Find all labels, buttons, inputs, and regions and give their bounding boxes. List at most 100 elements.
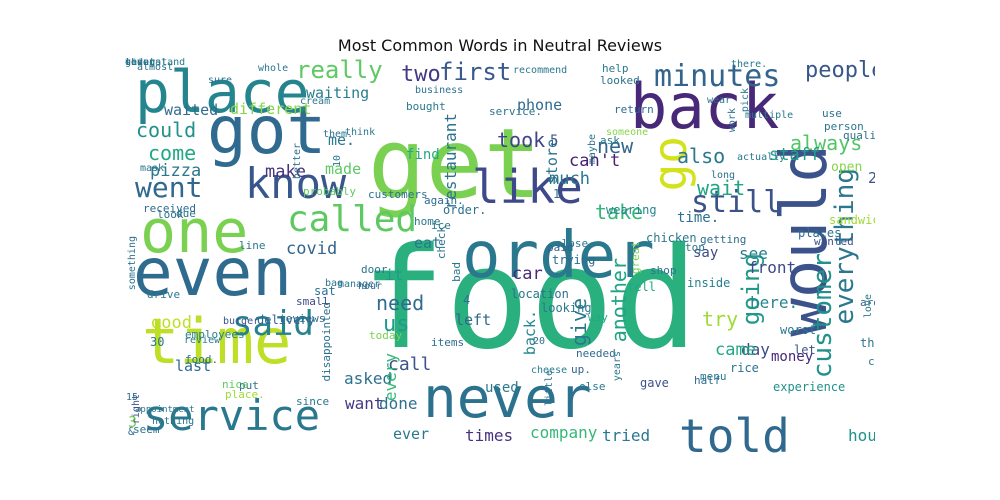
cloud-word: look — [157, 208, 184, 221]
cloud-word: coming — [868, 355, 875, 368]
cloud-word: us — [383, 312, 410, 337]
cloud-word: worst — [780, 323, 817, 337]
cloud-word: given — [125, 58, 156, 68]
cloud-word: almost — [137, 62, 174, 73]
cloud-word: rice — [730, 361, 759, 375]
cloud-word: eat — [414, 234, 442, 252]
cloud-word: bag — [325, 278, 344, 289]
cloud-word: long — [711, 170, 736, 181]
cloud-word: sandwich — [829, 213, 875, 227]
cloud-word: food — [361, 218, 699, 381]
cloud-word: maybe — [587, 134, 598, 165]
cloud-word: called — [287, 199, 418, 240]
cloud-word: menu — [700, 370, 727, 383]
cloud-word: went — [135, 171, 203, 204]
cloud-word: day — [741, 340, 770, 359]
cloud-word: return — [614, 103, 654, 116]
cloud-word: never — [423, 366, 592, 431]
cloud-word: seem — [133, 423, 160, 436]
cloud-word: great — [629, 241, 642, 275]
cloud-word: it — [385, 266, 404, 284]
cloud-word: phone — [517, 96, 563, 114]
cloud-word: delivery — [257, 313, 315, 327]
cloud-word: wait — [697, 176, 746, 200]
cloud-word: waiting — [306, 84, 370, 102]
cloud-word: could — [136, 118, 197, 142]
cloud-word: sure — [208, 75, 233, 86]
cloud-word: want — [345, 394, 384, 413]
cloud-word: order. — [443, 203, 487, 217]
cloud-word: make — [265, 162, 306, 182]
cloud-word: experience — [773, 380, 846, 394]
cloud-word: left — [455, 311, 492, 329]
cloud-word: people — [805, 58, 875, 83]
cloud-word: someone — [606, 127, 649, 138]
cloud-word: asked — [344, 369, 393, 388]
cloud-word: came — [715, 340, 756, 360]
cloud-word: years — [612, 351, 623, 382]
chart-title: Most Common Words in Neutral Reviews — [337, 36, 663, 55]
cloud-word: time — [142, 305, 292, 378]
cloud-word: way — [588, 311, 608, 324]
cloud-word: back. — [521, 310, 539, 356]
cloud-word: 4 — [463, 293, 471, 307]
cloud-word: help — [602, 62, 629, 75]
cloud-word: line — [239, 239, 266, 252]
cloud-word: small — [296, 295, 330, 308]
cloud-word: open — [831, 160, 863, 175]
cloud-word: find — [406, 147, 440, 163]
cloud-word: love — [863, 294, 874, 319]
cloud-word: check — [435, 226, 448, 260]
cloud-word: call — [388, 354, 432, 375]
cloud-word: let — [794, 343, 816, 357]
cloud-word: wanted — [814, 235, 854, 248]
cloud-word: half — [694, 374, 721, 387]
cloud-word: order — [462, 219, 655, 293]
cloud-word: trying — [552, 253, 596, 267]
cloud-word: else — [579, 380, 606, 393]
cloud-word: covid — [286, 239, 338, 259]
cloud-word: also — [677, 144, 726, 168]
cloud-word: gave — [640, 376, 669, 390]
cloud-word: door — [361, 263, 388, 276]
cloud-word: least — [125, 58, 156, 68]
cloud-word: around — [860, 296, 875, 309]
cloud-word: multiple — [745, 110, 794, 121]
cloud-word: cheese — [531, 365, 568, 376]
cloud-word: car — [512, 264, 543, 284]
cloud-word: ask — [600, 134, 620, 147]
cloud-word: nice — [222, 378, 249, 391]
cloud-word: something — [127, 236, 138, 291]
cloud-word: looking — [541, 301, 592, 315]
cloud-word: back — [630, 70, 780, 143]
cloud-word: review — [184, 335, 221, 346]
cloud-word: minutes — [654, 59, 781, 94]
cloud-word: chicken — [646, 231, 697, 245]
cloud-word: probably — [303, 185, 356, 198]
cloud-word: actually — [737, 152, 786, 163]
cloud-word: tell — [627, 280, 656, 294]
cloud-word: front — [748, 258, 797, 277]
cloud-word: nothing — [152, 416, 195, 427]
cloud-word: place. — [225, 388, 265, 401]
cloud-word: still — [691, 185, 782, 220]
cloud-word: here. — [750, 293, 799, 312]
cloud-word: see — [739, 244, 768, 263]
cloud-word: hour — [358, 281, 383, 292]
cloud-word: take — [595, 200, 644, 224]
cloud-word: up. — [571, 363, 591, 376]
cloud-word: need — [376, 291, 425, 315]
cloud-word: first — [439, 58, 512, 86]
cloud-word: two — [401, 62, 441, 87]
cloud-word: paid — [547, 241, 574, 254]
cloud-word: company — [530, 423, 598, 442]
cloud-word: place — [135, 58, 310, 126]
cloud-word: times — [465, 426, 514, 445]
cloud-word: 15 — [126, 392, 139, 403]
cloud-word: thing — [125, 58, 156, 68]
cloud-word: me. — [328, 131, 356, 149]
cloud-word: told — [679, 409, 790, 453]
cloud-word: mask — [140, 163, 165, 174]
cloud-word: waited — [164, 101, 219, 119]
cloud-word: & — [128, 425, 135, 438]
